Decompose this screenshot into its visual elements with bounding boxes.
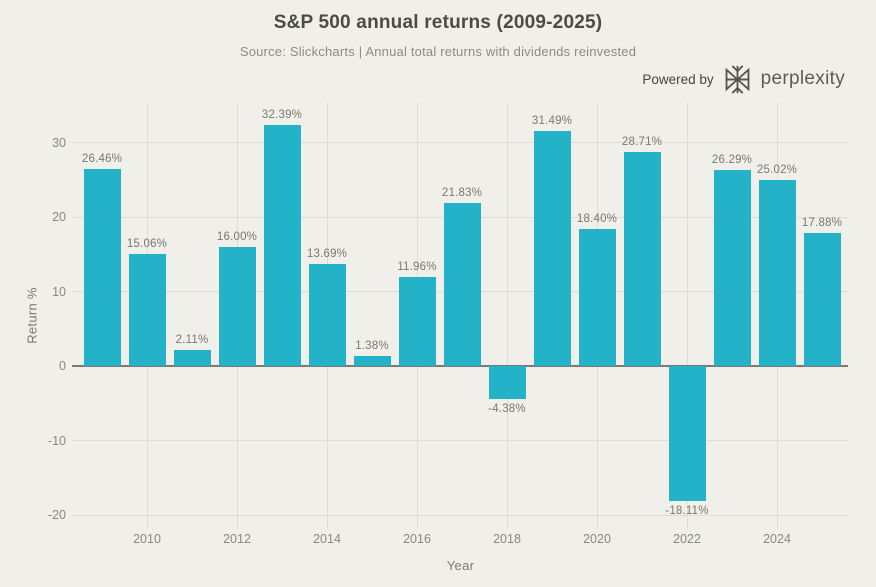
bar-value-label: 21.83% — [441, 187, 483, 200]
perplexity-wordmark: perplexity — [760, 68, 845, 89]
bar-2022 — [668, 366, 706, 501]
zero-baseline — [72, 365, 848, 367]
x-axis-title: Year — [446, 558, 475, 573]
bar-2025 — [803, 232, 841, 366]
bar-2009 — [83, 168, 121, 366]
bar-2023 — [713, 170, 751, 366]
x-tick-label: 2014 — [313, 532, 341, 546]
chart-subtitle: Source: Slickcharts | Annual total retur… — [239, 44, 637, 59]
x-tick-label: 2020 — [583, 532, 611, 546]
bar-value-label: 16.00% — [216, 230, 258, 243]
bar-value-label: -18.11% — [665, 504, 709, 517]
bar-value-label: -4.38% — [488, 402, 526, 415]
bar-value-label: 17.88% — [801, 216, 843, 229]
x-tick-label: 2012 — [223, 532, 251, 546]
bar-2021 — [623, 152, 661, 366]
perplexity-logo-icon — [721, 64, 754, 95]
x-tick-label: 2018 — [493, 532, 521, 546]
x-tick-label: 2024 — [763, 532, 791, 546]
bar-value-label: 25.02% — [756, 163, 798, 176]
y-tick-label: 30 — [52, 135, 66, 150]
y-tick-label: 10 — [52, 284, 66, 299]
bar-2018 — [488, 366, 526, 399]
bar-value-label: 31.49% — [531, 115, 573, 128]
bar-2012 — [218, 246, 256, 366]
x-tick-label: 2022 — [673, 532, 701, 546]
bar-value-label: 2.11% — [175, 334, 209, 347]
x-tick-label: 2016 — [403, 532, 431, 546]
y-tick-label: -20 — [47, 508, 66, 522]
bar-2019 — [533, 131, 571, 366]
x-tick-label: 2010 — [133, 532, 161, 546]
bar-value-label: 32.39% — [261, 108, 303, 121]
bar-value-label: 18.40% — [576, 212, 618, 225]
bar-2014 — [308, 264, 346, 366]
powered-by-badge: Powered by perplexity — [642, 62, 845, 96]
bar-2010 — [128, 253, 166, 366]
bar-2016 — [398, 276, 436, 366]
y-tick-label: -10 — [47, 433, 66, 448]
bar-2011 — [173, 350, 211, 366]
bar-value-label: 11.96% — [397, 260, 437, 273]
bar-value-label: 26.29% — [711, 154, 753, 167]
page-title: S&P 500 annual returns (2009-2025) — [273, 12, 603, 33]
gridline-y — [72, 514, 848, 516]
gridline-y — [72, 142, 848, 143]
y-tick-label: 20 — [52, 210, 66, 224]
gridline-x — [506, 103, 508, 529]
y-tick-label: 0 — [59, 359, 66, 373]
gridline-x — [686, 103, 688, 529]
powered-by-label: Powered by — [642, 71, 714, 87]
bar-2017 — [443, 203, 481, 366]
bar-2013 — [263, 124, 301, 366]
gridline-y — [72, 440, 848, 441]
bar-2024 — [758, 179, 796, 366]
bar-value-label: 26.46% — [81, 152, 123, 165]
bar-value-label: 28.71% — [621, 136, 663, 149]
bar-value-label: 15.06% — [126, 237, 168, 250]
bar-2015 — [353, 355, 391, 366]
bar-value-label: 13.69% — [306, 248, 348, 260]
bar-value-label: 1.38% — [355, 339, 389, 352]
bar-2020 — [578, 228, 616, 366]
